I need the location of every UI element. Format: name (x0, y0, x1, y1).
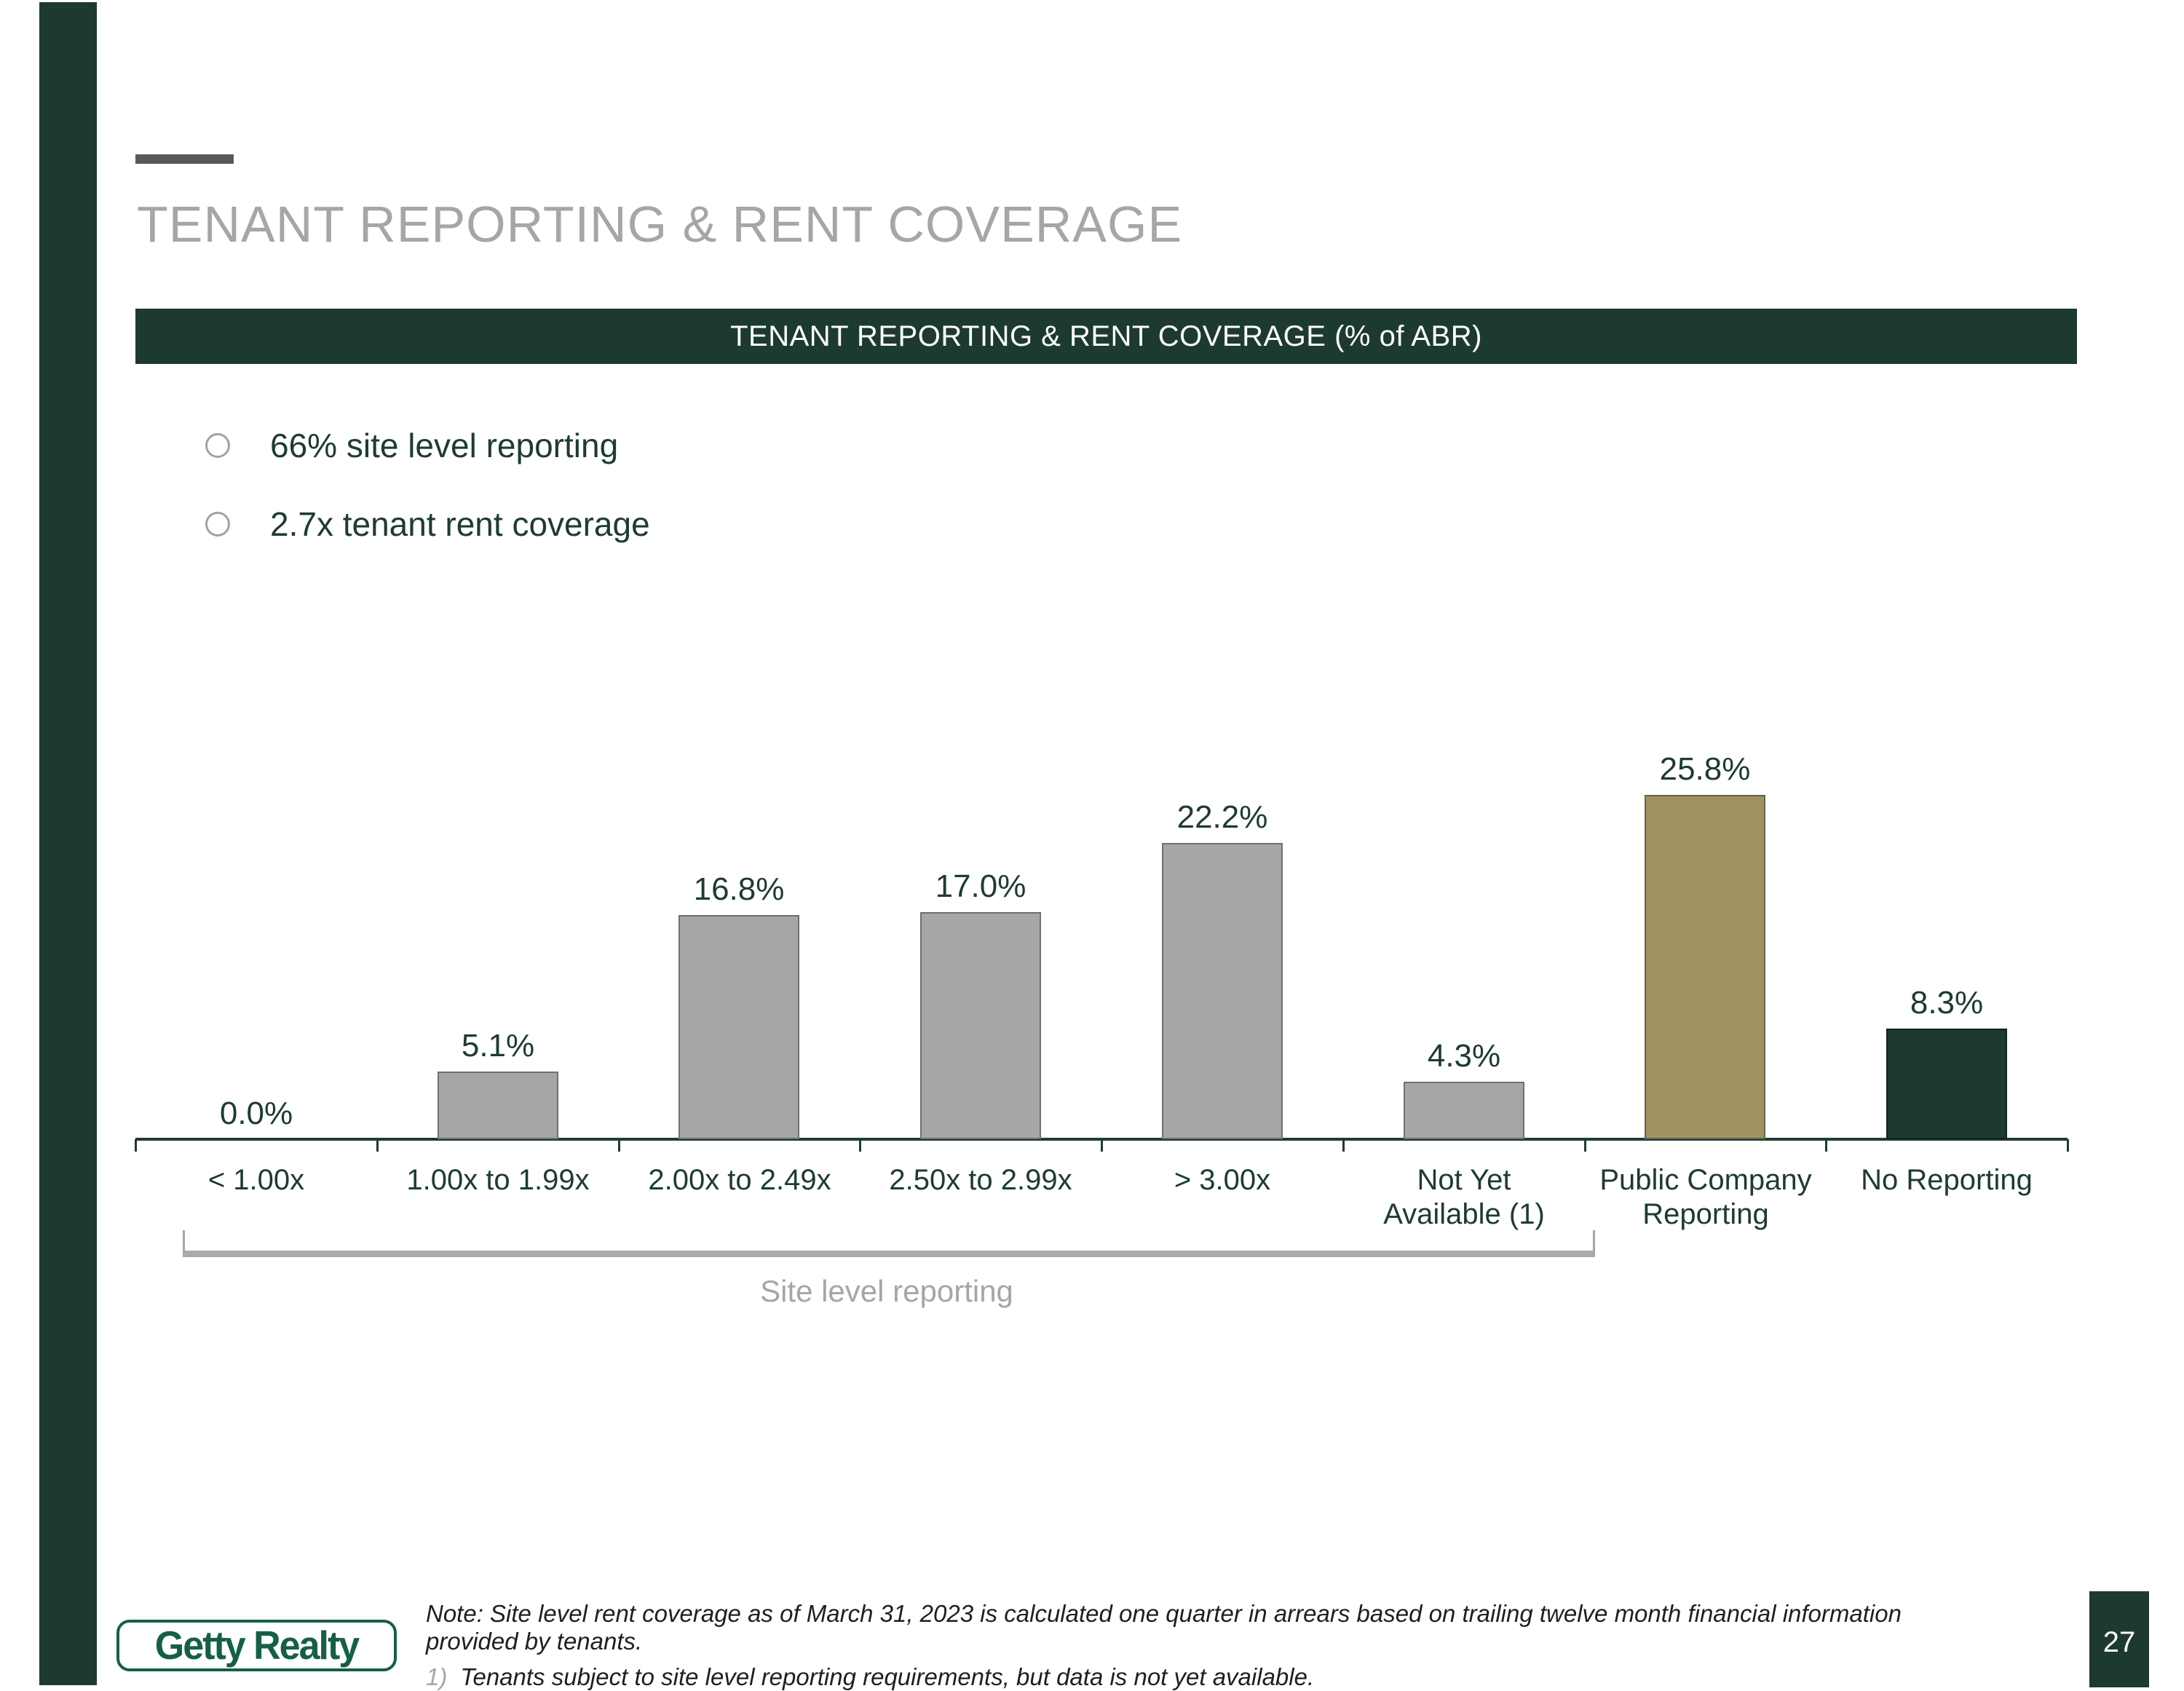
chart-banner-title: TENANT REPORTING & RENT COVERAGE (% of A… (730, 320, 1482, 352)
bullet-list: 66% site level reporting 2.7x tenant ren… (205, 424, 1224, 582)
x-axis-tick (2067, 1139, 2069, 1152)
x-axis-tick (1583, 1139, 1586, 1152)
x-axis-tick (1101, 1139, 1103, 1152)
x-axis-line (135, 1138, 2068, 1141)
x-axis-category-label: No Reporting (1861, 1164, 2033, 1196)
bullet-circle-icon (205, 512, 230, 536)
site-level-group-label: Site level reporting (760, 1274, 1013, 1308)
x-axis-tick (859, 1139, 862, 1152)
x-axis-tick (1342, 1139, 1345, 1152)
bar-2.00x-to-2.49x (678, 915, 799, 1139)
bar-value-label: 8.3% (1910, 985, 1984, 1021)
page-number-badge: 27 (2089, 1591, 2149, 1687)
x-axis-tick (1825, 1139, 1828, 1152)
x-axis-category-label: < 1.00x (207, 1164, 305, 1196)
footnote-note: Note: Site level rent coverage as of Mar… (426, 1600, 1902, 1655)
x-axis-tick (376, 1139, 379, 1152)
bullet-circle-icon (205, 433, 230, 458)
footnote-1-number: 1) (426, 1663, 448, 1690)
bar-2.50x-to-2.99x (920, 912, 1041, 1139)
x-axis-tick (135, 1139, 137, 1152)
bullet-text: 66% site level reporting (270, 427, 619, 464)
x-axis-category-label: Not Yet Available (1) (1383, 1164, 1545, 1231)
bar-1.00x-to-1.99x (438, 1072, 558, 1139)
bullet-item: 66% site level reporting (205, 424, 1224, 467)
x-axis-category-label: 2.50x to 2.99x (889, 1164, 1072, 1196)
footnote-1: 1) Tenants subject to site level reportin… (426, 1663, 1955, 1691)
footnote-1-text: Tenants subject to site level reporting … (460, 1663, 1315, 1690)
bar-not-yet-available-(1) (1404, 1082, 1524, 1139)
bar-no-reporting (1886, 1029, 2007, 1139)
bar-public-company-reporting (1645, 795, 1765, 1139)
x-axis-category-label: > 3.00x (1174, 1164, 1271, 1196)
chart-banner: TENANT REPORTING & RENT COVERAGE (% of A… (135, 309, 2077, 364)
bar->-3.00x (1162, 843, 1283, 1139)
getty-realty-logo-text: Getty Realty (154, 1623, 360, 1668)
bar-value-label: 0.0% (219, 1096, 293, 1131)
bar-value-label: 16.8% (693, 871, 785, 907)
title-dash-rule (135, 154, 234, 164)
x-axis-category-label: Public Company Reporting (1599, 1164, 1812, 1231)
bar-value-label: 5.1% (461, 1028, 535, 1064)
footnotes: Note: Site level rent coverage as of Mar… (426, 1600, 1955, 1691)
getty-realty-logo: Getty Realty (116, 1620, 397, 1671)
bullet-text: 2.7x tenant rent coverage (270, 505, 650, 543)
page-number: 27 (2102, 1626, 2136, 1658)
x-axis-category-label: 1.00x to 1.99x (406, 1164, 590, 1196)
x-axis-tick (617, 1139, 620, 1152)
bar-value-label: 22.2% (1176, 799, 1268, 835)
bar-value-label: 25.8% (1659, 751, 1751, 787)
bar-value-label: 17.0% (935, 868, 1026, 904)
site-level-bracket (183, 1230, 1595, 1257)
bar-value-label: 4.3% (1427, 1038, 1501, 1074)
bullet-item: 2.7x tenant rent coverage (205, 503, 1224, 545)
left-accent-stripe (39, 2, 97, 1685)
x-axis-category-label: 2.00x to 2.49x (648, 1164, 831, 1196)
page-title: TENANT REPORTING & RENT COVERAGE (137, 196, 1183, 253)
